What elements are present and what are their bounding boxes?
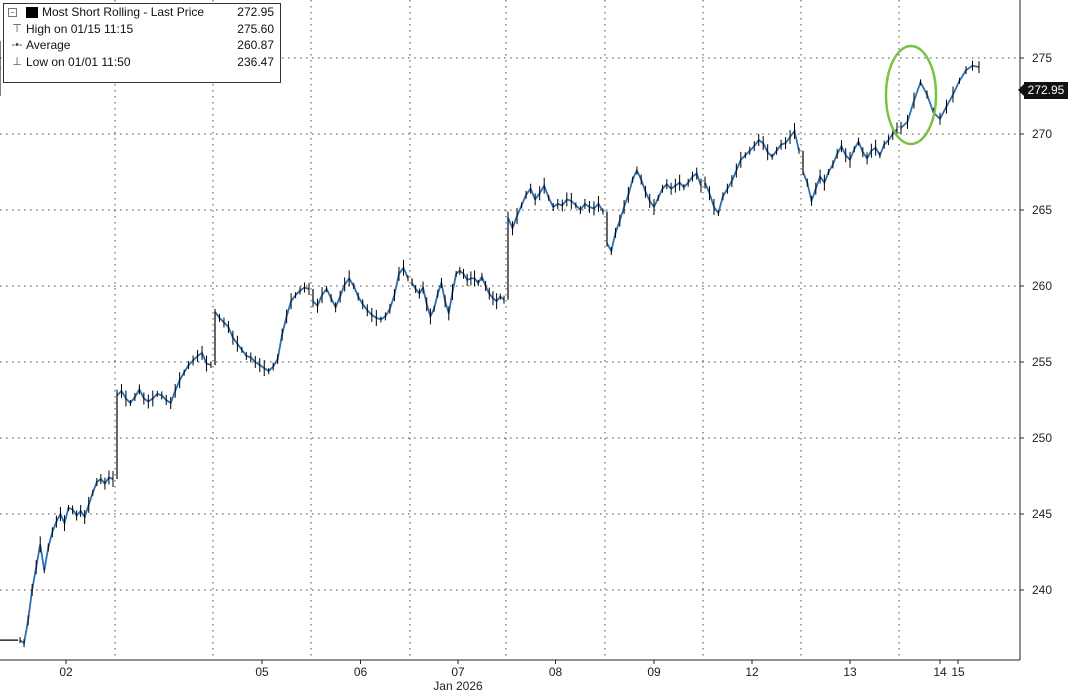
legend-low-row: ⊥ Low on 01/01 11:50 236.47: [4, 54, 280, 71]
x-tick-label: 02: [59, 665, 73, 679]
legend-high-value: 275.60: [237, 21, 274, 36]
month-label: Jan 2026: [433, 679, 483, 693]
y-tick-label: 275: [1032, 51, 1052, 65]
price-line-01: [19, 476, 114, 645]
legend-series-value: 272.95: [237, 5, 274, 19]
highlight-ellipse: [884, 44, 938, 146]
grid: [0, 0, 1021, 661]
collapse-icon[interactable]: −: [8, 8, 17, 17]
x-tick-label: 12: [745, 665, 759, 679]
y-tick-label: 245: [1032, 507, 1052, 521]
x-tick-label: 13: [843, 665, 857, 679]
average-marker-icon: -•-: [11, 39, 23, 51]
legend-series-row: − Most Short Rolling - Last Price 272.95: [4, 4, 280, 21]
price-series: [0, 41, 980, 648]
y-tick-label: 270: [1032, 127, 1052, 141]
legend-average-label: Average: [26, 38, 71, 52]
price-line-08: [507, 183, 604, 231]
x-tick-label: 09: [647, 665, 661, 679]
y-tick-label: 250: [1032, 431, 1052, 445]
x-axis: 02 05 06 07 08 09 12 13 14 15: [59, 660, 965, 679]
price-line-06: [312, 266, 409, 321]
x-tick-label: 05: [255, 665, 269, 679]
x-tick-label: 07: [451, 665, 465, 679]
x-tick-label: 14: [933, 665, 947, 679]
legend: − Most Short Rolling - Last Price 272.95…: [3, 3, 281, 83]
price-line-05: [214, 286, 310, 373]
price-line-02: [116, 351, 212, 405]
price-line-07: [411, 269, 505, 319]
annotations: [884, 44, 938, 146]
legend-high-label: High on 01/15 11:15: [26, 21, 134, 36]
x-tick-label: 08: [549, 665, 563, 679]
high-marker-icon: ⊤: [12, 22, 22, 35]
legend-low-label: Low on 01/01 11:50: [26, 54, 131, 69]
y-tick-label: 255: [1032, 355, 1052, 369]
x-tick-label: 06: [354, 665, 368, 679]
y-tick-label: 265: [1032, 203, 1052, 217]
legend-series-label: Most Short Rolling - Last Price: [42, 5, 205, 19]
legend-high-row: ⊤ High on 01/15 11:15 275.60: [4, 21, 280, 38]
x-tick-label: 15: [951, 665, 965, 679]
series-swatch: [26, 7, 38, 18]
price-line-12: [704, 128, 800, 216]
legend-average-row: -•- Average 260.87: [4, 37, 280, 54]
y-tick-label: 260: [1032, 279, 1052, 293]
last-price-tag: 272.95: [1018, 82, 1068, 99]
y-tick-label: 240: [1032, 583, 1052, 597]
low-marker-icon: ⊥: [12, 55, 22, 68]
legend-average-value: 260.87: [237, 38, 274, 52]
legend-low-value: 236.47: [237, 54, 274, 69]
y-axis: 240 245 250 255 260 265 270 275: [1020, 51, 1052, 597]
